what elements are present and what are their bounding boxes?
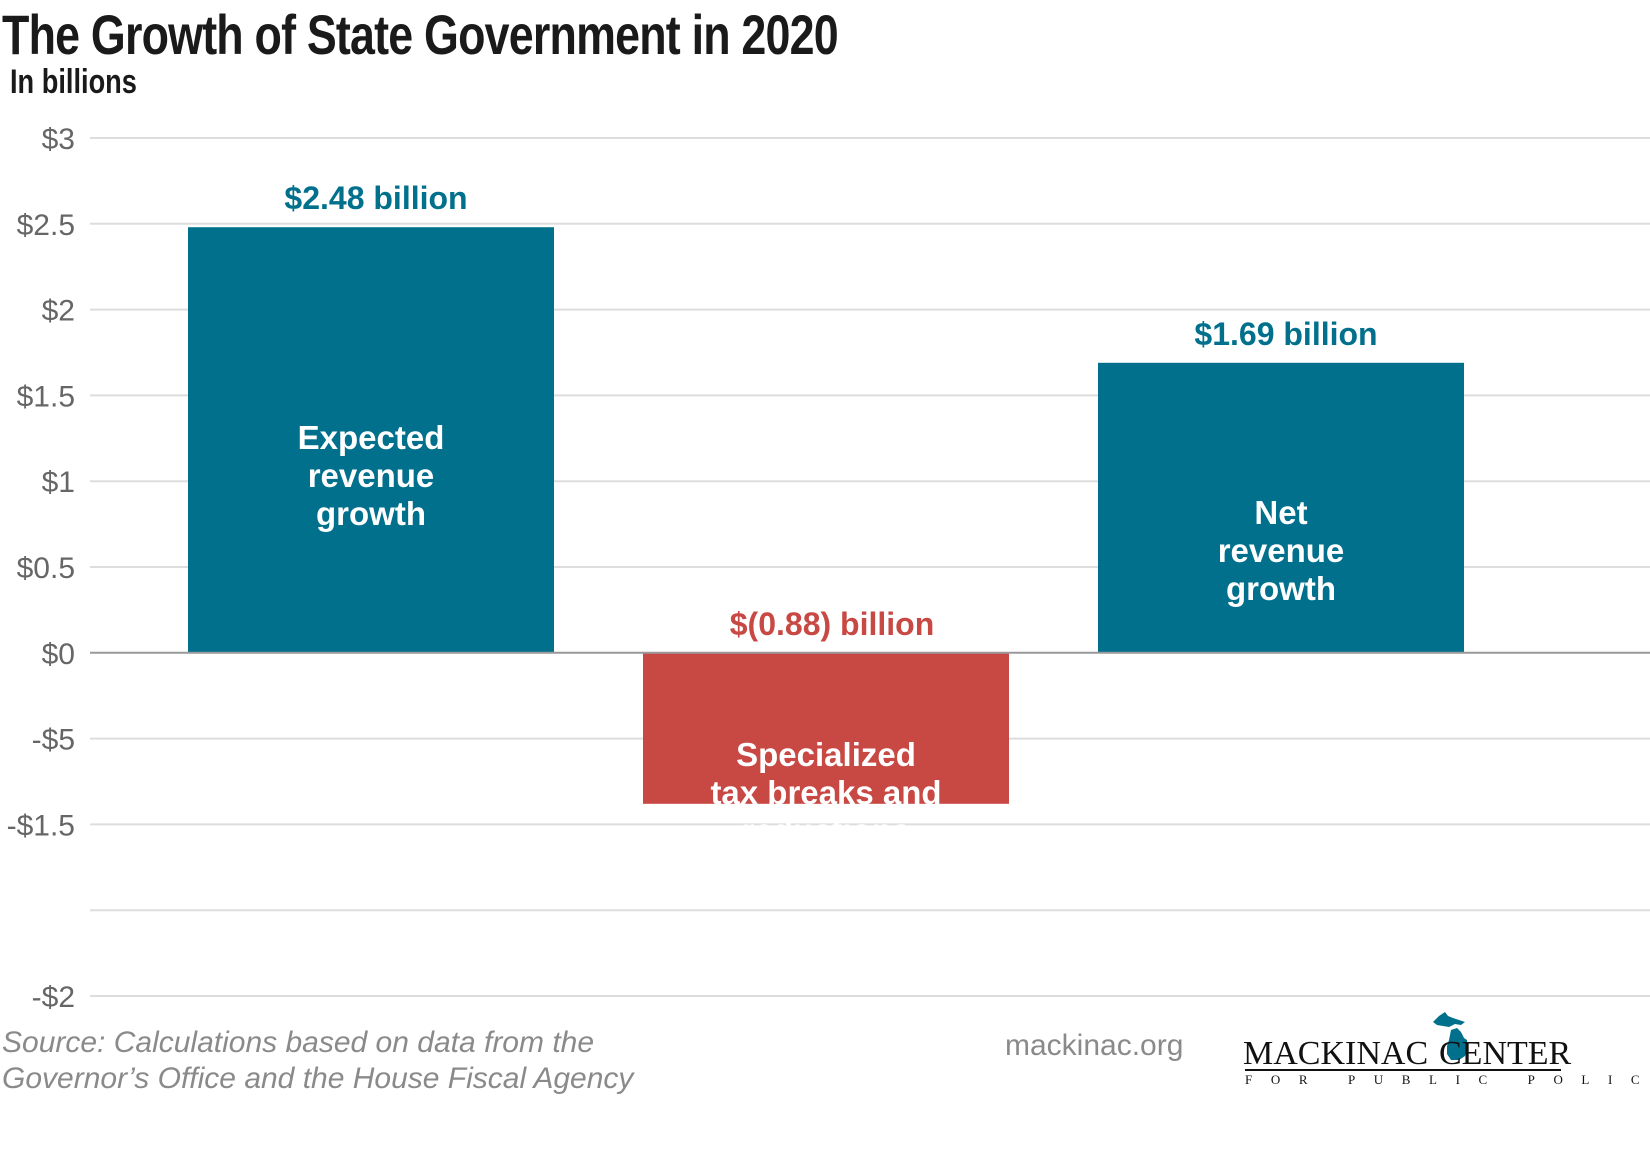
source-note: Source: Calculations based on data from … [2, 1025, 633, 1097]
bars [188, 227, 1464, 804]
chart-title: The Growth of State Government in 2020 [2, 3, 839, 66]
website-link[interactable]: mackinac.org [1005, 1029, 1184, 1062]
logo-rule [1245, 1069, 1561, 1071]
category-label: revenue [308, 457, 435, 494]
y-tick-label: $0 [42, 638, 75, 671]
category-label: growth [1226, 570, 1336, 607]
category-label: tax breaks and [710, 774, 941, 811]
category-label: Expected [298, 419, 445, 456]
y-tick-label: $2.5 [17, 209, 75, 242]
y-axis-tick-labels: $3 $2.5 $2 $1.5 $1 $0.5 $0 -$5 -$1.5 -$2 [7, 123, 75, 1014]
chart-subtitle: In billions [10, 63, 137, 101]
y-tick-label: -$1.5 [7, 809, 75, 842]
y-tick-label: $2 [42, 295, 75, 328]
source-line-2: Governor’s Office and the House Fiscal A… [2, 1062, 634, 1095]
y-tick-label: $1 [42, 466, 75, 499]
logo-word-left: MACKINAC [1243, 1035, 1429, 1072]
mackinac-center-logo: MACKINAC CENTER FOR PUBLIC POLICY [1243, 1010, 1650, 1090]
category-label: Specialized [736, 736, 916, 773]
data-labels: $2.48 billionExpectedrevenuegrowth$(0.88… [284, 180, 1377, 849]
y-tick-label: $0.5 [17, 552, 75, 585]
michigan-map-icon [1433, 1012, 1467, 1060]
category-label: growth [316, 495, 426, 532]
category-label: reductions [742, 812, 911, 849]
logo-tagline: FOR PUBLIC POLICY [1245, 1072, 1650, 1087]
y-tick-label: $1.5 [17, 380, 75, 413]
category-label: revenue [1218, 532, 1345, 569]
data-label: $1.69 billion [1194, 316, 1377, 352]
bar [1098, 362, 1464, 653]
logo-word-right: CENTER [1439, 1035, 1572, 1072]
category-label: Net [1254, 494, 1307, 531]
y-tick-label: -$2 [32, 981, 75, 1014]
bar [188, 227, 554, 653]
y-tick-label: $3 [42, 123, 75, 156]
y-tick-label: -$5 [32, 724, 75, 757]
data-label: $2.48 billion [284, 180, 467, 216]
bar [643, 652, 1009, 804]
source-line-1: Source: Calculations based on data from … [2, 1026, 595, 1059]
data-label: $(0.88) billion [730, 606, 934, 642]
